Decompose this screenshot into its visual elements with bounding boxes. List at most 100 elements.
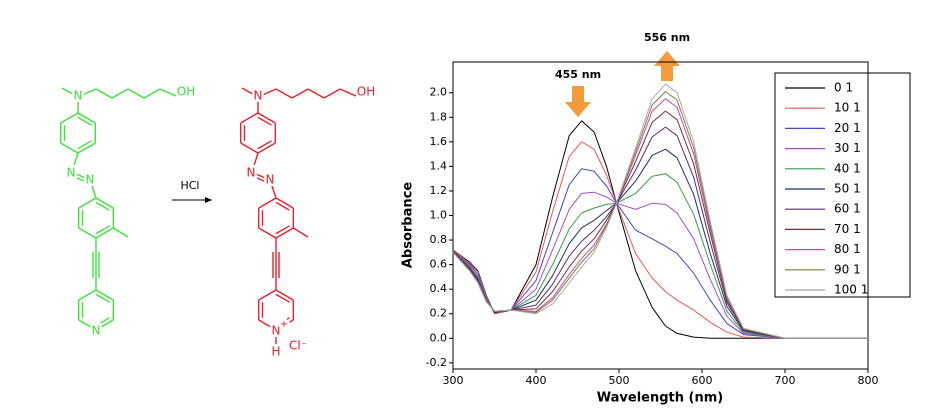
bond: [257, 142, 276, 154]
bond: [95, 227, 114, 239]
reaction-scheme: HCl N OHN NNN OHN NN +H Cl⁻: [59, 82, 378, 361]
bond: [255, 173, 271, 181]
y-tick-label: 1.8: [430, 110, 448, 123]
bond: [78, 197, 97, 209]
bond: [257, 88, 277, 98]
bond: [77, 88, 97, 98]
bond: [258, 227, 277, 239]
legend-label: 30 1: [834, 141, 861, 155]
bond: [275, 289, 294, 301]
bond: [291, 88, 309, 99]
atom-label: N: [92, 324, 101, 338]
y-tick-label: 1.2: [430, 184, 448, 197]
bond: [61, 87, 79, 98]
legend-label: 0 1: [834, 81, 853, 95]
bond: [275, 317, 290, 327]
bond: [95, 225, 110, 235]
bond: [143, 88, 161, 99]
bond: [77, 140, 92, 150]
legend-label: 20 1: [834, 121, 861, 135]
atom-label: N: [67, 166, 76, 180]
atom-label: N: [254, 89, 263, 103]
arrow-head: [205, 197, 212, 203]
x-tick-label: 500: [609, 374, 630, 387]
y-tick-label: 0.8: [430, 233, 448, 246]
bond: [78, 289, 97, 301]
increase-arrow: [654, 51, 680, 81]
molecule: N OHN NN +H Cl⁻: [239, 82, 378, 361]
atom-label: H: [271, 345, 280, 359]
bond: [77, 112, 96, 124]
y-tick-label: 0.4: [430, 282, 448, 295]
atom-label: N: [247, 166, 256, 180]
bond: [258, 289, 277, 301]
atom-label: OH: [357, 85, 375, 99]
decrease-arrow: [565, 86, 591, 117]
bond: [95, 88, 113, 99]
bond: [258, 197, 277, 209]
bond: [95, 197, 114, 209]
bond: [240, 142, 259, 154]
bond: [275, 197, 294, 209]
x-tick-label: 700: [775, 374, 796, 387]
legend-label: 60 1: [834, 202, 861, 216]
bond: [95, 293, 110, 303]
bond: [71, 152, 79, 173]
bond: [159, 88, 177, 97]
bond: [275, 293, 290, 303]
bond: [95, 289, 114, 301]
y-tick-label: -0.2: [426, 356, 447, 369]
bond: [275, 319, 294, 331]
x-tick-label: 600: [692, 374, 713, 387]
atom-label: OH: [177, 85, 195, 99]
bond: [257, 116, 272, 126]
y-tick-label: 1.4: [430, 159, 448, 172]
legend-box: [774, 72, 911, 298]
annotation: 455 nm: [555, 68, 601, 81]
legend-label: 40 1: [834, 161, 861, 175]
y-tick-label: 1.0: [430, 209, 448, 222]
legend-label: 100 1: [834, 283, 868, 297]
bond: [60, 142, 79, 154]
annotation: 556 nm: [644, 31, 690, 44]
bond: [292, 227, 309, 238]
bond: [256, 177, 270, 184]
legend-label: 80 1: [834, 242, 861, 256]
y-tick-label: 1.6: [430, 135, 448, 148]
bond: [251, 152, 259, 173]
legend-label: 90 1: [834, 262, 861, 276]
y-tick-label: 0.2: [430, 307, 448, 320]
bond: [258, 319, 277, 331]
atom-label: N: [272, 324, 281, 338]
bond: [275, 201, 290, 211]
bond: [95, 319, 114, 331]
bond: [60, 112, 79, 124]
bond: [78, 227, 97, 239]
bond: [257, 112, 276, 124]
counterion-label: Cl⁻: [289, 339, 307, 353]
y-axis-title: Absorbance: [401, 182, 416, 268]
bond: [77, 116, 92, 126]
bond: [323, 88, 341, 99]
bond: [240, 112, 259, 124]
bond: [75, 173, 91, 181]
atom-label: N: [266, 173, 275, 187]
bond: [127, 88, 145, 99]
x-tick-label: 800: [858, 374, 879, 387]
bond: [112, 227, 129, 238]
bond: [275, 225, 290, 235]
legend-label: 10 1: [834, 101, 861, 115]
legend-label: 50 1: [834, 182, 861, 196]
bond: [269, 179, 277, 199]
x-tick-label: 300: [443, 374, 464, 387]
y-tick-label: 2.0: [430, 86, 448, 99]
bond: [77, 142, 96, 154]
x-tick-label: 400: [526, 374, 547, 387]
atom-label: N: [86, 173, 95, 187]
bond: [95, 317, 110, 327]
charge-label: +: [280, 319, 288, 330]
atom-label: N: [74, 89, 83, 103]
bond: [275, 227, 294, 239]
reagent: HCl: [180, 179, 199, 192]
